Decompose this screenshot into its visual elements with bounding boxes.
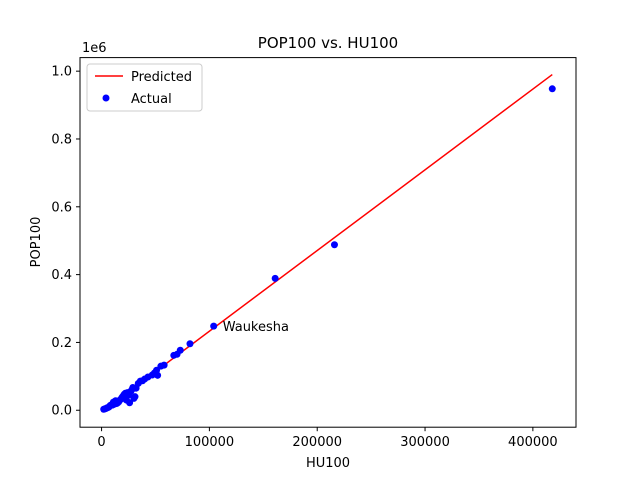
x-tick-label: 200000 xyxy=(292,435,342,450)
actual-point xyxy=(330,241,338,249)
y-tick-label: 0.4 xyxy=(51,268,72,283)
plot-area: Waukesha xyxy=(100,73,556,413)
x-tick-label: 0 xyxy=(97,435,105,450)
legend-actual-swatch xyxy=(102,94,110,102)
x-tick-label: 400000 xyxy=(508,435,558,450)
x-tick-label: 100000 xyxy=(185,435,235,450)
annotation-label: Waukesha xyxy=(223,320,289,335)
actual-point xyxy=(186,340,194,348)
actual-point xyxy=(130,394,138,402)
actual-point xyxy=(170,351,178,359)
y-offset-label: 1e6 xyxy=(82,41,107,56)
actual-point xyxy=(271,274,279,282)
actual-point xyxy=(210,322,218,330)
legend: Predicted Actual xyxy=(86,63,203,112)
plot-frame xyxy=(79,57,577,428)
chart-title: POP100 vs. HU100 xyxy=(258,34,398,52)
x-axis-label: HU100 xyxy=(306,456,350,471)
y-tick-label: 0.6 xyxy=(51,200,72,215)
y-axis: 0.0 0.2 0.4 0.6 0.8 1.0 xyxy=(51,65,80,419)
y-tick-label: 0.2 xyxy=(51,336,72,351)
legend-predicted-label: Predicted xyxy=(131,70,192,85)
actual-point xyxy=(100,405,108,413)
y-tick-label: 0.0 xyxy=(51,404,72,419)
legend-actual-label: Actual xyxy=(131,92,172,107)
actual-point xyxy=(548,85,556,93)
predicted-line xyxy=(101,73,553,413)
y-tick-label: 0.8 xyxy=(51,132,72,147)
x-axis: 0 100000 200000 300000 400000 xyxy=(97,427,558,450)
x-tick-label: 300000 xyxy=(400,435,450,450)
y-axis-label: POP100 xyxy=(29,217,44,268)
y-tick-label: 1.0 xyxy=(51,65,72,80)
